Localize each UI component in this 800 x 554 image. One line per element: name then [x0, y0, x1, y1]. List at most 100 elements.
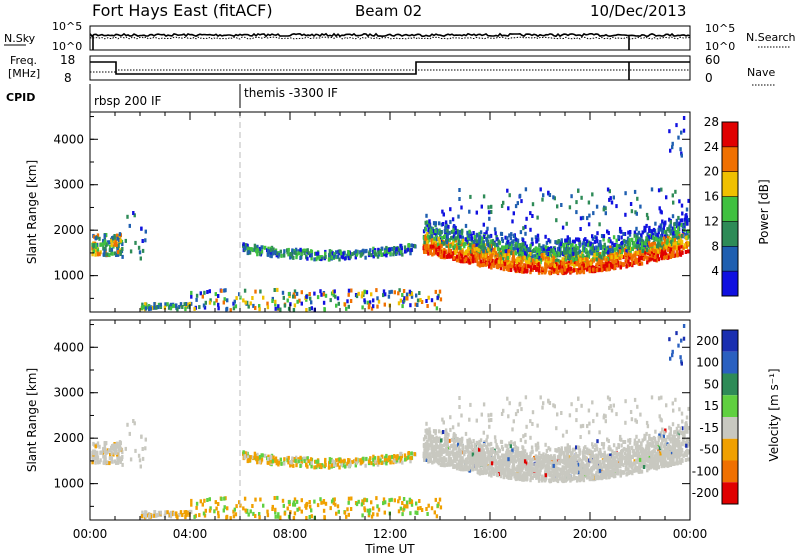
colorbar-frame	[721, 121, 739, 297]
velocity-cell	[431, 460, 434, 465]
velocity-cell	[292, 500, 296, 505]
velocity-cell	[347, 464, 351, 469]
power-cell	[684, 233, 687, 238]
power-cell	[516, 248, 520, 253]
power-cell	[256, 244, 259, 249]
power-cell	[430, 242, 433, 246]
power-cell	[590, 265, 593, 270]
colorbar-swatch	[722, 146, 738, 172]
power-cell	[471, 259, 475, 264]
power-cell	[566, 255, 570, 260]
velocity-cell	[243, 454, 246, 459]
velocity-cell	[410, 499, 414, 504]
power-cell	[343, 250, 346, 255]
power-cell	[199, 291, 202, 296]
velocity-cell	[324, 459, 327, 464]
power-cell	[580, 269, 583, 274]
velocity-cell	[277, 512, 280, 517]
power-cell	[645, 248, 649, 252]
power-cell	[377, 250, 380, 255]
velocity-cell	[110, 450, 113, 455]
power-cell	[615, 204, 618, 209]
power-cell	[577, 250, 580, 255]
freq-unit-label: [MHz]	[8, 67, 40, 80]
power-cell	[399, 298, 403, 303]
velocity-cell	[246, 455, 250, 460]
velocity-cell	[436, 503, 439, 508]
power-cell	[682, 116, 686, 120]
velocity-cell	[286, 506, 289, 511]
velocity-cell	[121, 450, 124, 455]
velocity-cell	[308, 500, 311, 504]
power-cell	[452, 234, 456, 239]
power-cell	[561, 257, 564, 262]
power-cell	[104, 246, 107, 251]
power-cell	[486, 241, 489, 246]
power-cell	[322, 300, 326, 305]
power-cell	[513, 249, 516, 254]
colorbar-swatch	[722, 271, 738, 296]
power-cell	[488, 244, 492, 249]
velocity-cell	[408, 500, 412, 505]
power-cell	[687, 229, 690, 234]
power-cell	[497, 259, 500, 264]
power-cell	[677, 236, 680, 241]
velocity-cell	[276, 495, 279, 500]
velocity-cell	[575, 478, 579, 483]
velocity-cell	[256, 456, 259, 461]
velocity-cell	[305, 502, 308, 507]
velocity-cell	[572, 454, 576, 459]
power-cell	[222, 300, 225, 305]
velocity-cell	[448, 438, 451, 443]
power-cell	[516, 238, 520, 243]
velocity-cell	[194, 513, 197, 518]
power-cell	[503, 253, 506, 258]
power-cell	[671, 226, 674, 231]
power-cell	[478, 241, 481, 246]
power-cell	[642, 246, 645, 251]
velocity-cell	[555, 475, 559, 480]
power-cell	[440, 244, 443, 249]
power-cell	[562, 242, 565, 247]
power-cell	[118, 235, 121, 240]
power-cell	[524, 253, 528, 258]
velocity-cell	[380, 461, 383, 465]
power-cell	[619, 265, 622, 270]
power-cell	[654, 257, 657, 262]
power-cell	[565, 221, 568, 226]
power-cell	[531, 258, 534, 263]
power-cell	[599, 240, 602, 244]
velocity-cell	[537, 476, 541, 481]
power-cell	[416, 298, 420, 303]
velocity-cell	[132, 419, 135, 423]
power-cell	[578, 240, 582, 245]
power-cell	[570, 249, 574, 254]
power-cell	[659, 245, 663, 250]
power-cell	[375, 288, 378, 293]
velocity-cell	[190, 509, 193, 514]
velocity-cell	[478, 439, 481, 444]
power-cell	[427, 246, 430, 251]
power-cell	[620, 240, 624, 245]
velocity-cell	[121, 462, 124, 467]
power-cell	[410, 294, 414, 299]
power-cell	[664, 252, 668, 257]
power-cell	[361, 305, 364, 310]
velocity-cell	[94, 460, 97, 465]
power-cell	[354, 249, 358, 254]
power-cell	[662, 226, 665, 231]
power-cell	[482, 194, 486, 199]
nsky-frame	[89, 25, 691, 51]
power-cell	[664, 249, 667, 254]
power-cell	[529, 251, 532, 256]
velocity-cell	[474, 466, 477, 471]
power-cell	[650, 250, 654, 255]
velocity-cell	[363, 497, 367, 502]
power-cell	[680, 244, 683, 249]
power-cell	[569, 248, 572, 253]
power-cell	[428, 251, 432, 256]
power-cell	[458, 188, 461, 192]
power-cell	[505, 258, 508, 263]
power-cell	[403, 298, 406, 303]
power-cell	[493, 227, 497, 232]
